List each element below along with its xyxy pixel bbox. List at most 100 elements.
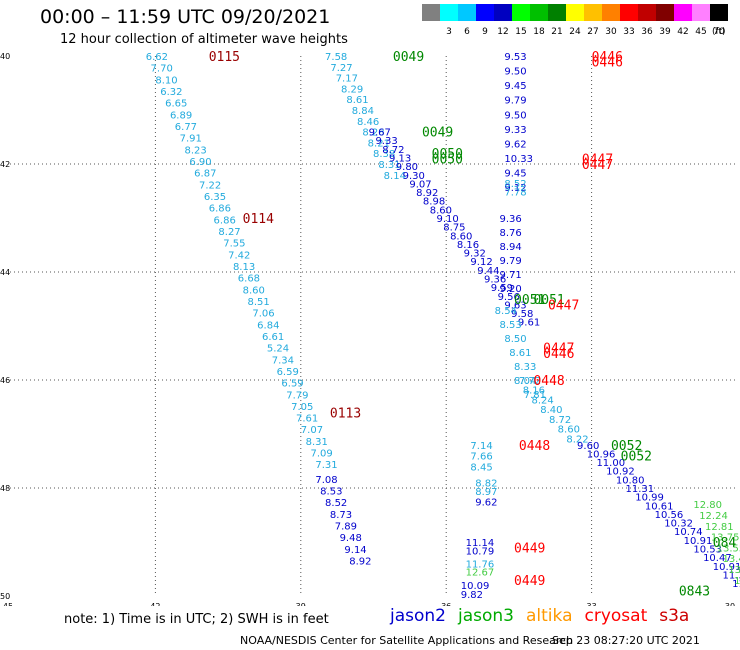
- x-tick-label: -42: [147, 602, 160, 606]
- data-point: 8.60: [558, 425, 580, 436]
- data-point: 8.50: [504, 334, 526, 345]
- data-point: 9.82: [461, 590, 483, 601]
- legend-swatch: [422, 4, 440, 21]
- data-point: 9.45: [504, 81, 526, 92]
- data-point: 8.28: [362, 128, 384, 139]
- data-point: 8.98: [423, 197, 445, 208]
- data-point: 6.32: [160, 87, 182, 98]
- data-point: 9.63: [504, 300, 526, 311]
- data-point: 8.22: [566, 434, 588, 445]
- legend-swatch: [548, 4, 566, 21]
- legend-swatch: [512, 4, 530, 21]
- wave-height-map: -45-42-39-36-33-304042444648506.627.708.…: [0, 50, 740, 606]
- data-point: 8.53: [320, 486, 342, 497]
- data-point: 8.73: [330, 510, 352, 521]
- data-point: 9.12: [470, 257, 492, 268]
- data-point: 9.32: [464, 249, 486, 260]
- legend-swatch: [584, 4, 602, 21]
- data-point: 8.51: [247, 297, 269, 308]
- data-point: 9.12: [504, 183, 526, 194]
- legend-label: 3: [446, 27, 452, 37]
- data-point: 11.59: [732, 579, 740, 590]
- data-point: 10.79: [466, 547, 495, 558]
- data-point: 7.31: [315, 460, 337, 471]
- data-point: 11.00: [596, 458, 625, 469]
- satellite-cryosat: cryosat: [584, 606, 648, 626]
- data-point: 8.94: [500, 242, 522, 253]
- data-point: 9.13: [389, 154, 411, 165]
- data-point: 9.20: [500, 284, 522, 295]
- data-point: 12.24: [699, 511, 728, 522]
- pass-label: 0447: [543, 342, 574, 357]
- pass-label: 0115: [209, 50, 240, 65]
- data-point: 9.53: [504, 52, 526, 63]
- data-point: 8.75: [443, 223, 465, 234]
- y-tick-label: 46: [0, 376, 10, 385]
- data-point: 9.48: [340, 533, 362, 544]
- legend-swatch: [494, 4, 512, 21]
- data-point: 8.60: [243, 285, 265, 296]
- data-point: 10.32: [664, 519, 693, 530]
- legend-swatch: [692, 4, 710, 21]
- footer-timestamp: Sep 23 08:27:20 UTC 2021: [552, 634, 700, 647]
- chart-title: 00:00 – 11:59 UTC 09/20/2021: [40, 6, 331, 28]
- data-point: 10.53: [693, 544, 722, 555]
- data-point: 10.91: [713, 562, 740, 573]
- data-point: 11.31: [626, 484, 655, 495]
- pass-label: 0052: [621, 450, 652, 465]
- data-point: 6.61: [262, 332, 284, 343]
- data-point: 9.10: [437, 214, 459, 225]
- y-tick-label: 50: [0, 592, 10, 601]
- data-point: 8.92: [349, 556, 371, 567]
- data-point: 8.53: [500, 320, 522, 331]
- pass-label: 084: [713, 536, 737, 551]
- data-point: 7.14: [470, 441, 492, 452]
- data-point: 8.60: [430, 205, 452, 216]
- data-point: 7.70: [151, 64, 173, 75]
- data-point: 9.45: [504, 169, 526, 180]
- data-point: 7.81: [524, 390, 546, 401]
- pass-label: 0449: [514, 574, 545, 589]
- pass-label: 0049: [393, 50, 424, 65]
- data-point: 8.27: [218, 227, 240, 238]
- data-point: 7.66: [470, 452, 492, 463]
- legend-label: 70: [713, 27, 725, 37]
- data-point: 8.84: [352, 106, 374, 117]
- legend-swatch: [458, 4, 476, 21]
- legend-unit: (ft): [712, 27, 726, 37]
- y-tick-label: 42: [0, 160, 10, 169]
- pass-label: 0447: [548, 298, 579, 313]
- data-point: 8.72: [549, 415, 571, 426]
- legend-label: 12: [497, 27, 508, 37]
- data-point: 10.56: [655, 510, 684, 521]
- data-point: 6.90: [189, 157, 211, 168]
- data-point: 8.61: [509, 348, 531, 359]
- pass-label: 0448: [533, 374, 564, 389]
- data-point: 9.14: [344, 545, 366, 556]
- legend-label: 33: [623, 27, 634, 37]
- data-point: 9.71: [500, 270, 522, 281]
- data-point: 9.33: [375, 136, 397, 147]
- pass-label: 0448: [519, 439, 550, 454]
- satellite-jason3: jason3: [458, 606, 514, 626]
- data-point: 8.13: [233, 262, 255, 273]
- legend-label: 6: [464, 27, 470, 37]
- data-point: 11.30: [722, 570, 740, 581]
- legend-swatch: [602, 4, 620, 21]
- data-point: 6.87: [194, 169, 216, 180]
- data-point: 7.79: [286, 390, 308, 401]
- data-point: 9.44: [477, 266, 499, 277]
- data-point: 7.05: [291, 402, 313, 413]
- legend-label: 24: [569, 27, 581, 37]
- data-point: 9.60: [577, 441, 599, 452]
- data-point: 6.62: [146, 52, 168, 63]
- chart-subtitle: 12 hour collection of altimeter wave hei…: [60, 32, 348, 47]
- data-point: 8.10: [155, 75, 177, 86]
- data-point: 6.86: [209, 204, 231, 215]
- data-point: 7.09: [310, 449, 332, 460]
- data-point: 10.91: [684, 536, 713, 547]
- legend-swatch: [638, 4, 656, 21]
- pass-label: 0843: [679, 585, 710, 600]
- x-tick-label: -36: [438, 602, 451, 606]
- pass-label: 0113: [330, 406, 361, 421]
